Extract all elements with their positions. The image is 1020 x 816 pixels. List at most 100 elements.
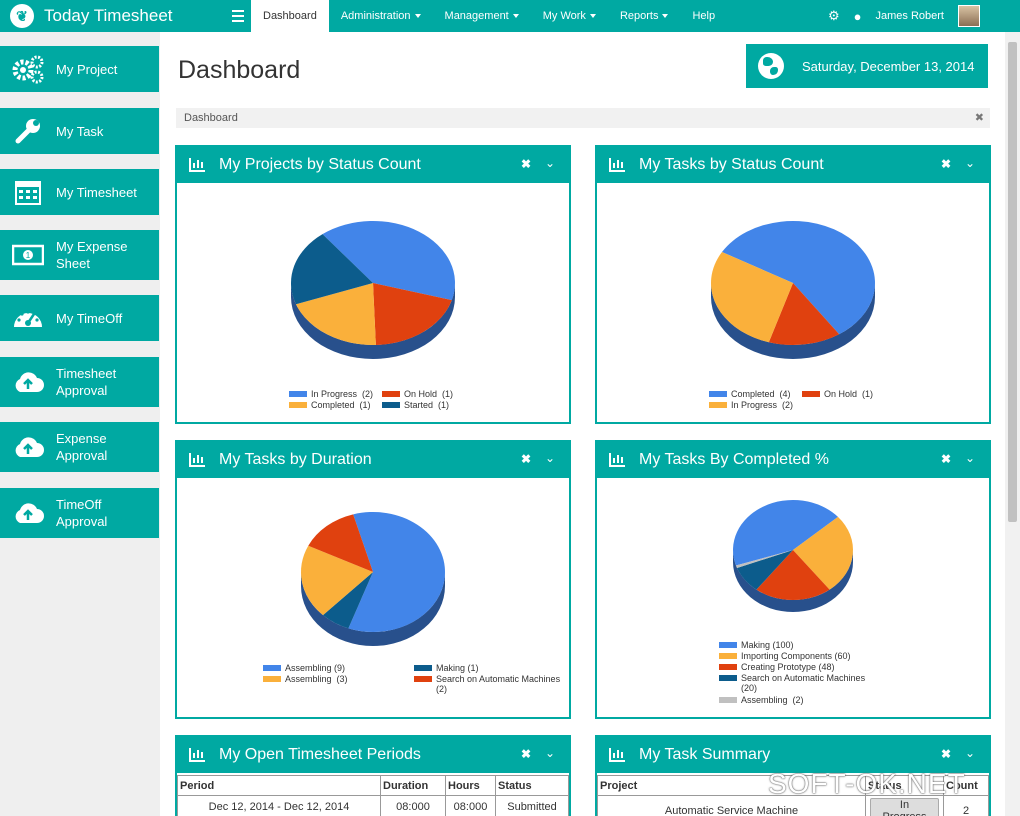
caret-down-icon (512, 14, 519, 19)
pie-slice[interactable] (373, 283, 452, 345)
column-header[interactable]: Duration (380, 775, 446, 796)
calendar-icon (0, 178, 56, 206)
cloud-upload-icon (0, 370, 56, 394)
close-icon[interactable]: ✖ (520, 157, 531, 171)
nav-item-administration[interactable]: Administration (329, 0, 433, 32)
legend-item[interactable]: Making (100) (719, 640, 794, 650)
column-header[interactable]: Period (177, 775, 381, 796)
drop-icon[interactable]: ● (853, 8, 862, 24)
close-icon[interactable]: ✖ (940, 452, 951, 466)
pie-slice[interactable] (721, 221, 875, 335)
legend-item[interactable]: Assembling (3) (263, 674, 348, 684)
globe-icon (758, 53, 784, 79)
chevron-down-icon[interactable]: ⌄ (964, 746, 975, 760)
legend-item[interactable]: Completed (4) (709, 389, 791, 399)
nav-item-management[interactable]: Management (433, 0, 531, 32)
legend-swatch (709, 391, 727, 397)
sidebar-item-label: My TimeOff (56, 310, 123, 326)
legend-label: Search on Automatic Machines (2) (436, 674, 561, 694)
legend-swatch (709, 402, 727, 408)
pie-slice[interactable] (737, 550, 793, 590)
bar-chart-icon (609, 158, 625, 172)
chevron-down-icon[interactable]: ⌄ (964, 451, 975, 465)
pie-slice[interactable] (756, 550, 830, 600)
legend-item[interactable]: Assembling (2) (719, 695, 804, 705)
legend-item[interactable]: In Progress (2) (709, 400, 793, 410)
table-cell: Dec 12, 2014 - Dec 12, 2014 (177, 795, 381, 816)
column-header[interactable]: Hours (445, 775, 496, 796)
close-icon[interactable]: ✖ (940, 747, 951, 761)
pie-slice[interactable] (322, 221, 455, 301)
legend-item[interactable]: In Progress (2) (289, 389, 373, 399)
pie-slice[interactable] (733, 500, 838, 566)
scrollbar-thumb[interactable] (1008, 42, 1017, 522)
user-name[interactable]: James Robert (875, 10, 944, 22)
legend-item[interactable]: Making (1) (414, 663, 479, 673)
nav-item-reports[interactable]: Reports (608, 0, 681, 32)
legend-label: Making (100) (741, 640, 794, 650)
legend-item[interactable]: Importing Components (60) (719, 651, 851, 661)
table-row[interactable]: Automatic Service Machine In Progress 2 (597, 795, 989, 816)
legend-item[interactable]: On Hold (1) (382, 389, 453, 399)
chevron-down-icon[interactable]: ⌄ (544, 451, 555, 465)
nav-item-dashboard[interactable]: Dashboard (251, 0, 329, 32)
page-title: Dashboard (178, 56, 301, 84)
pie-slice[interactable] (768, 283, 840, 345)
legend-label: Started (1) (404, 400, 450, 410)
legend-item[interactable]: Search on Automatic Machines (2) (414, 674, 560, 694)
legend-item[interactable]: Creating Prototype (48) (719, 662, 835, 672)
menu-toggle-icon[interactable] (230, 7, 246, 25)
sidebar-item-label: My Expense Sheet (56, 239, 128, 271)
brand[interactable]: ❦ Today Timesheet (10, 0, 173, 32)
panel-title: My Tasks by Status Count (639, 156, 824, 173)
legend-item[interactable]: Started (1) (382, 400, 449, 410)
panel-header: My Task Summary ✖ ⌄ (597, 737, 989, 773)
chevron-down-icon[interactable]: ⌄ (544, 156, 555, 170)
page-scrollbar[interactable] (1005, 32, 1020, 816)
column-header[interactable]: Status (865, 775, 944, 796)
pie-slice[interactable] (793, 516, 853, 590)
legend-item[interactable]: On Hold (1) (802, 389, 873, 399)
sidebar-item-expense-approval[interactable]: Expense Approval (0, 422, 159, 472)
pie-slice[interactable] (711, 252, 793, 343)
table-row[interactable]: Dec 12, 2014 - Dec 12, 2014 08:000 08:00… (177, 795, 569, 816)
sidebar-item-my-project[interactable]: My Project (0, 46, 159, 92)
pie-slice[interactable] (291, 234, 373, 305)
sidebar-item-my-timeoff[interactable]: My TimeOff (0, 295, 159, 341)
pie-slice[interactable] (295, 283, 376, 345)
legend-item[interactable]: Assembling (9) (263, 663, 345, 673)
pie-slice[interactable] (322, 572, 373, 629)
pie-slice[interactable] (308, 514, 373, 572)
sidebar-item-my-task[interactable]: My Task (0, 108, 159, 154)
legend-label: Assembling (9) (285, 663, 346, 673)
close-icon[interactable]: ✖ (520, 747, 531, 761)
chevron-down-icon[interactable]: ⌄ (964, 156, 975, 170)
pie-slice[interactable] (735, 550, 793, 569)
breadcrumb-item[interactable]: Dashboard (184, 112, 238, 124)
legend-swatch (289, 402, 307, 408)
panel-header: My Tasks By Completed % ✖ ⌄ (597, 442, 989, 478)
legend-item[interactable]: Search on Automatic Machines (20) (719, 673, 865, 693)
sidebar-item-my-expense-sheet[interactable]: 1 My Expense Sheet (0, 230, 159, 280)
column-header[interactable]: Count (943, 775, 989, 796)
task-summary-table: Project Status Count Automatic Service M… (597, 775, 989, 816)
close-icon[interactable]: ✖ (974, 112, 984, 124)
close-icon[interactable]: ✖ (520, 452, 531, 466)
legend-item[interactable]: Completed (1) (289, 400, 371, 410)
column-header[interactable]: Status (495, 775, 569, 796)
close-icon[interactable]: ✖ (940, 157, 951, 171)
column-header[interactable]: Project (597, 775, 866, 796)
sidebar-item-timeoff-approval[interactable]: TimeOff Approval (0, 488, 159, 538)
nav-item-my-work[interactable]: My Work (531, 0, 608, 32)
pie-slice[interactable] (348, 512, 445, 632)
sidebar-item-timesheet-approval[interactable]: Timesheet Approval (0, 357, 159, 407)
sidebar-item-my-timesheet[interactable]: My Timesheet (0, 169, 159, 215)
chevron-down-icon[interactable]: ⌄ (544, 746, 555, 760)
legend-swatch (719, 653, 737, 659)
gear-icon[interactable]: ⚙ (828, 8, 840, 23)
caret-down-icon (589, 14, 596, 19)
avatar[interactable] (958, 5, 980, 27)
nav-item-help[interactable]: Help (680, 0, 727, 32)
pie-slice[interactable] (301, 545, 373, 616)
sidebar-item-label: Timesheet Approval (56, 366, 117, 398)
